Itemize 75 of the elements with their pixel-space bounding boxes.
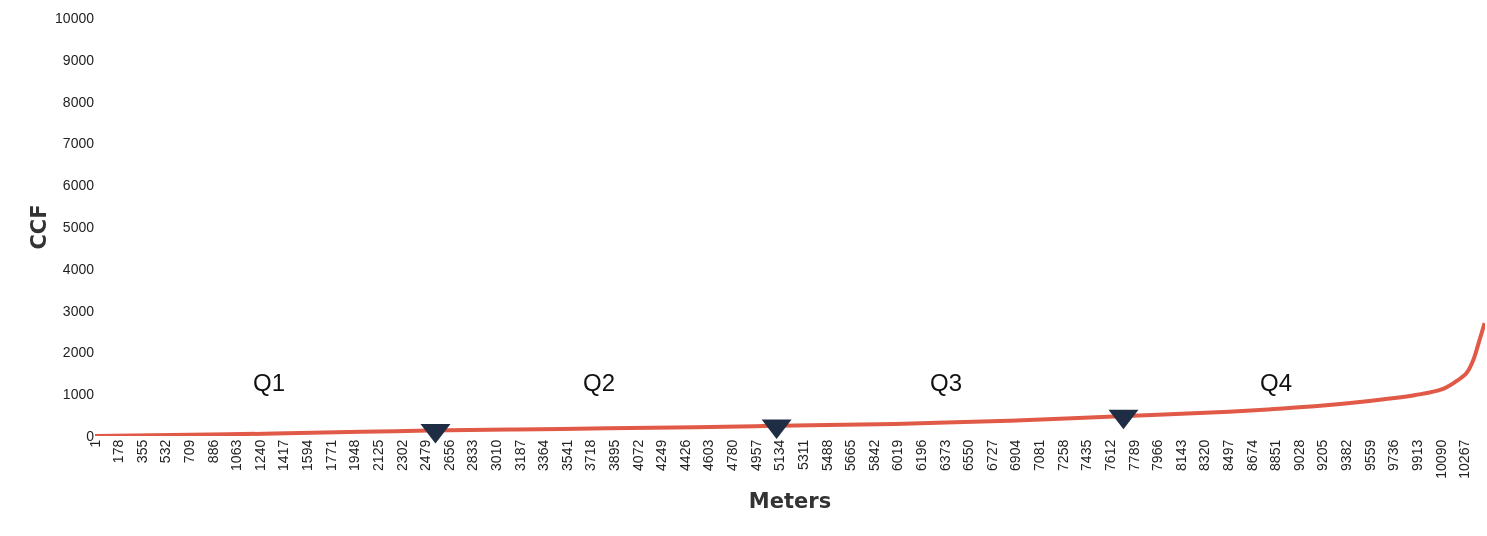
x-tick-label: 5665	[842, 439, 859, 471]
x-tick-label: 1948	[346, 439, 363, 471]
x-tick-label: 9382	[1338, 439, 1355, 471]
y-tick-label: 9000	[62, 51, 95, 68]
y-tick-label: 5000	[62, 218, 95, 235]
x-tick-label: 4249	[653, 439, 670, 471]
x-tick-label: 9028	[1290, 439, 1307, 471]
x-tick-label: 5311	[794, 439, 811, 470]
x-tick-label: 1594	[299, 439, 316, 471]
x-tick-label: 4603	[700, 439, 717, 471]
x-tick-label: 355	[133, 439, 150, 464]
y-tick-label: 8000	[62, 93, 95, 110]
x-tick-label: 178	[110, 439, 127, 464]
x-tick-label: 3895	[606, 439, 623, 471]
annotation: Q2	[583, 369, 616, 396]
y-tick-label: 3000	[62, 302, 95, 319]
x-tick-label: 9559	[1361, 439, 1378, 471]
x-tick-label: 6727	[983, 439, 1000, 471]
y-tick-label: 1000	[62, 386, 95, 403]
x-tick-label: 9205	[1314, 439, 1331, 471]
x-tick-label: 6904	[1007, 439, 1024, 471]
x-axis-title: Meters	[748, 488, 832, 513]
x-tick-label: 8497	[1220, 439, 1236, 471]
x-tick-label: 1240	[251, 439, 268, 471]
x-tick-label: 2833	[464, 439, 481, 471]
x-tick-label: 886	[204, 439, 221, 464]
x-tick-label: 7789	[1125, 439, 1142, 471]
x-tick-label: 2302	[393, 439, 410, 471]
x-tick-label: 4426	[676, 439, 693, 471]
y-tick-label: 10000	[55, 9, 95, 26]
x-tick-label: 8674	[1243, 439, 1260, 471]
x-tick-label: 6373	[936, 439, 953, 471]
x-tick-label: 8851	[1267, 439, 1284, 471]
x-tick-label: 3541	[558, 439, 575, 471]
y-tick-label: 2000	[62, 344, 95, 361]
x-tick-label: 9736	[1385, 439, 1402, 471]
x-tick-label: 2656	[440, 439, 457, 471]
x-tick-label: 1417	[275, 439, 292, 471]
x-tick-label: 6550	[960, 439, 977, 471]
x-tick-label: 8143	[1172, 439, 1189, 471]
x-tick-label: 5842	[865, 439, 882, 471]
x-tick-label: 10090	[1432, 439, 1449, 479]
x-tick-label: 5488	[818, 439, 835, 471]
y-axis-title: CCF	[27, 204, 52, 250]
x-tick-label: 1063	[228, 439, 245, 471]
y-tick-label: 4000	[62, 260, 95, 277]
x-tick-label: 532	[157, 439, 174, 464]
line-series	[95, 321, 1485, 436]
annotation: Q1	[253, 369, 286, 396]
x-tick-label: 4957	[747, 439, 764, 471]
x-tick-label: 3718	[582, 439, 599, 471]
x-tick-label: 5134	[771, 439, 788, 471]
x-tick-label: 6196	[913, 439, 930, 471]
x-tick-label: 3187	[511, 439, 528, 471]
x-tick-label: 7612	[1101, 439, 1118, 471]
x-tick-label: 7435	[1078, 439, 1095, 471]
y-tick-label: 7000	[62, 135, 95, 152]
x-tick-label: 9913	[1408, 439, 1425, 471]
x-tick-label: 3010	[487, 439, 504, 471]
x-tick-label: 4072	[629, 439, 646, 471]
x-tick-label: 3364	[535, 439, 552, 471]
x-tick-label: 7258	[1054, 439, 1071, 471]
x-tick-label: 8320	[1196, 439, 1213, 471]
x-tick-label: 10267	[1456, 439, 1473, 479]
x-tick-label: 4780	[724, 439, 741, 471]
x-tick-label: 7966	[1149, 439, 1166, 471]
x-tick-label: 2479	[417, 439, 434, 471]
x-tick-label: 709	[181, 439, 197, 464]
x-tick-label: 2125	[369, 439, 386, 471]
x-tick-label: 6019	[889, 439, 906, 471]
x-tick-label: 7081	[1031, 439, 1048, 471]
annotation: Q3	[930, 369, 963, 396]
x-tick-label: 1771	[322, 439, 339, 471]
y-tick-label: 6000	[62, 177, 95, 194]
annotation: Q4	[1260, 369, 1293, 396]
